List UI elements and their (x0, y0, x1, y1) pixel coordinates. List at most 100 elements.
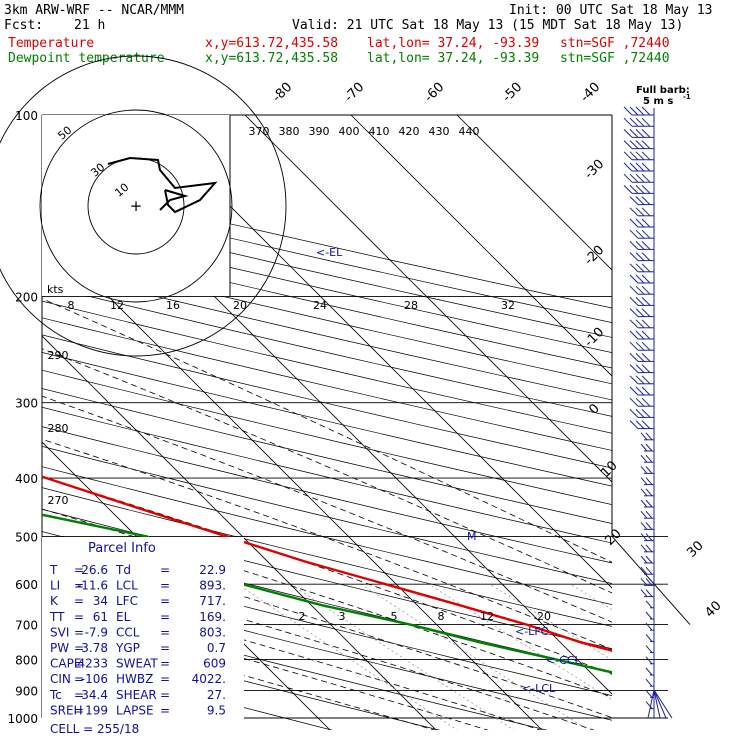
dewpoint-xy: x,y=613.72,435.58 (205, 51, 339, 66)
parcel-info-value: 0.7 (207, 641, 226, 655)
theta-e-tick-label: 380 (279, 125, 300, 138)
wind-barb (640, 533, 654, 542)
forecast-hour-value: 21 h (74, 18, 106, 33)
parcel-info-equals: = (160, 703, 170, 717)
isotherm-tick-label: -30 (582, 157, 608, 183)
barb-legend-exp: -1 (683, 93, 691, 101)
lcl-label: <-LCL (522, 682, 556, 695)
parcel-info-key: EL (116, 610, 131, 624)
mixing-ratio-bottom-label: 5 (391, 610, 398, 623)
wind-barb (640, 466, 654, 474)
pressure-tick-label: 700 (15, 619, 38, 633)
isotherm-tick-label: -10 (582, 325, 608, 351)
parcel-info-equals: = (160, 657, 170, 671)
mixing-ratio-top-label: 16 (166, 299, 180, 312)
dry-adiabat-line (42, 446, 612, 584)
pressure-tick-label: 200 (15, 291, 38, 305)
parcel-info-key: K (50, 594, 59, 608)
parcel-info-equals: = (160, 594, 170, 608)
theta-e-tick-label: 410 (369, 125, 390, 138)
wind-barb (640, 443, 654, 452)
isotherm-tick-label: -50 (500, 80, 526, 106)
parcel-info-equals: = (74, 610, 84, 624)
wind-barb (629, 341, 654, 351)
parcel-info-equals: = (160, 610, 170, 624)
dry-adiabat-line (42, 602, 548, 730)
temperature-latlon: lat,lon= 37.24, -93.39 (367, 36, 540, 51)
hodograph-ring-50 (0, 55, 287, 357)
parcel-info-key: CIN (50, 672, 71, 686)
theta-e-tick-label: 390 (309, 125, 330, 138)
parcel-info-background (42, 537, 244, 730)
forecast-hour-label: Fcst: (4, 18, 44, 33)
wind-barb (645, 622, 654, 631)
hodograph-trace (107, 156, 218, 214)
parcel-info-equals: = (74, 703, 84, 717)
wind-barb (645, 656, 654, 665)
dewpoint-latlon: lat,lon= 37.24, -93.39 (367, 51, 540, 66)
isotherm-line (244, 115, 612, 483)
isotherm-tick-label: 10 (598, 458, 620, 480)
dewpoint-legend: Dewpoint temperature (8, 51, 165, 66)
parcel-info-equals: = (74, 688, 84, 702)
wind-barb (640, 566, 654, 575)
wind-barb (640, 454, 654, 463)
mixing-ratio-top-label: 32 (501, 299, 515, 312)
parcel-info-key: SREH (50, 703, 83, 717)
mixing-ratio-bottom-label: 8 (438, 610, 445, 623)
isotherm-tick-label: 40 (702, 598, 724, 620)
wind-barb (629, 409, 654, 418)
isotherm-tick-label: -80 (270, 80, 296, 106)
parcel-info-cell: CELL = 255/18 (50, 722, 139, 736)
hodograph-unit-label: kts (47, 283, 64, 296)
wind-barb (623, 162, 654, 172)
barb-legend-line1: Full barb: (636, 85, 690, 96)
ccl-label: <-CCL (546, 654, 582, 667)
dry-adiabat-line (42, 577, 612, 721)
mixing-ratio-line (237, 583, 459, 730)
parcel-info-key: SVI (50, 625, 69, 639)
hodograph-ring-30 (39, 109, 233, 303)
wind-barb (629, 218, 654, 228)
pressure-tick-label: 300 (15, 397, 38, 411)
surface-wind-barbs (647, 689, 673, 719)
wind-barb (623, 185, 654, 194)
wind-barb (640, 555, 654, 564)
pressure-tick-label: 400 (15, 472, 38, 486)
wind-barb (645, 611, 654, 620)
theta-e-tick-label: 440 (459, 125, 480, 138)
isotherm-tick-label: -40 (578, 80, 604, 106)
isotherm-tick-label: 20 (602, 526, 624, 548)
wind-barb (645, 701, 654, 710)
wind-barb (645, 634, 654, 642)
mixing-ratio-top-label: 8 (68, 299, 75, 312)
dewpoint-station: stn=SGF ,72440 (560, 51, 670, 66)
pressure-tick-label: 500 (15, 530, 38, 544)
parcel-info-equals: = (160, 688, 170, 702)
parcel-info-value: -106 (81, 672, 108, 686)
dry-adiabat-line (42, 487, 612, 627)
parcel-info-equals: = (74, 641, 84, 655)
mixing-ratio-top-label: 28 (404, 299, 418, 312)
mixing-ratio-line (360, 583, 590, 730)
isotherm-tick-label: 0 (586, 401, 602, 417)
wind-barb (623, 106, 654, 116)
dry-adiabat-line (42, 627, 441, 730)
pressure-tick-label: 900 (15, 684, 38, 698)
hodograph-center-icon: + (130, 197, 143, 215)
lfc-label: <-LFC (515, 625, 549, 638)
dry-adiabat-line (42, 508, 612, 650)
parcel-info-key: CAPE (50, 657, 81, 671)
wind-barb (640, 589, 654, 598)
parcel-info-value: 61 (93, 610, 108, 624)
dry-adiabat-line (42, 284, 612, 417)
wind-barb (640, 578, 654, 586)
model-title: 3km ARW-WRF -- NCAR/MMM (4, 3, 185, 18)
wind-barb (645, 645, 654, 654)
wind-barb (640, 544, 654, 553)
wind-barb (629, 420, 654, 430)
parcel-info-key: LFC (116, 594, 138, 608)
valid-time: Valid: 21 UTC Sat 18 May 13 (15 MDT Sat … (292, 18, 684, 33)
moist-adiabat-line (42, 560, 595, 730)
parcel-info-value: 34.4 (81, 688, 108, 702)
